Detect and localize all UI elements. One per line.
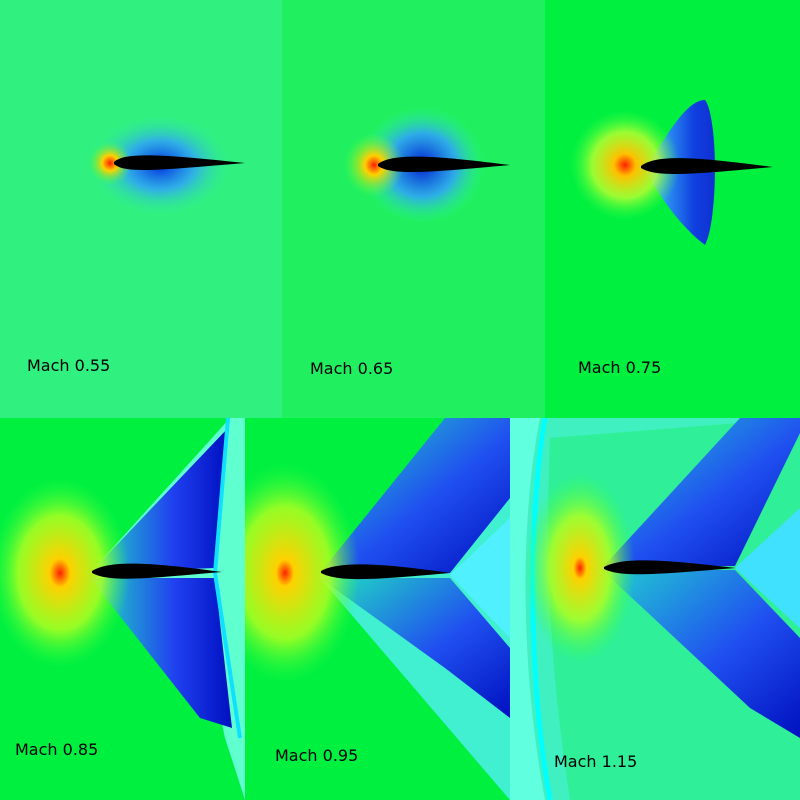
panel-mach-075: Mach 0.75 <box>545 0 800 418</box>
mach-label: Mach 0.85 <box>15 740 99 759</box>
panel-mach-115: Mach 1.15 <box>510 418 800 800</box>
airfoil-shape <box>321 564 450 580</box>
flow-field-image <box>510 418 800 800</box>
flow-field-image <box>0 0 282 418</box>
panel-mach-085: Mach 0.85 <box>0 418 245 800</box>
mach-label: Mach 1.15 <box>554 752 638 771</box>
airfoil-shape <box>378 156 510 173</box>
airfoil-shape <box>641 158 773 175</box>
mach-label: Mach 0.95 <box>275 746 359 765</box>
flow-field-image <box>282 0 545 418</box>
panel-mach-095: Mach 0.95 <box>245 418 510 800</box>
flow-field-image <box>545 0 800 418</box>
panel-mach-065: Mach 0.65 <box>282 0 545 418</box>
mach-label: Mach 0.55 <box>27 356 111 375</box>
airfoil-shape <box>604 560 736 575</box>
airfoil-shape <box>92 563 222 579</box>
flow-field-image <box>0 418 245 800</box>
flow-field-image <box>245 418 510 800</box>
mach-label: Mach 0.75 <box>578 358 662 377</box>
airfoil-shape <box>114 155 245 171</box>
panel-mach-055: Mach 0.55 <box>0 0 282 418</box>
mach-label: Mach 0.65 <box>310 359 394 378</box>
